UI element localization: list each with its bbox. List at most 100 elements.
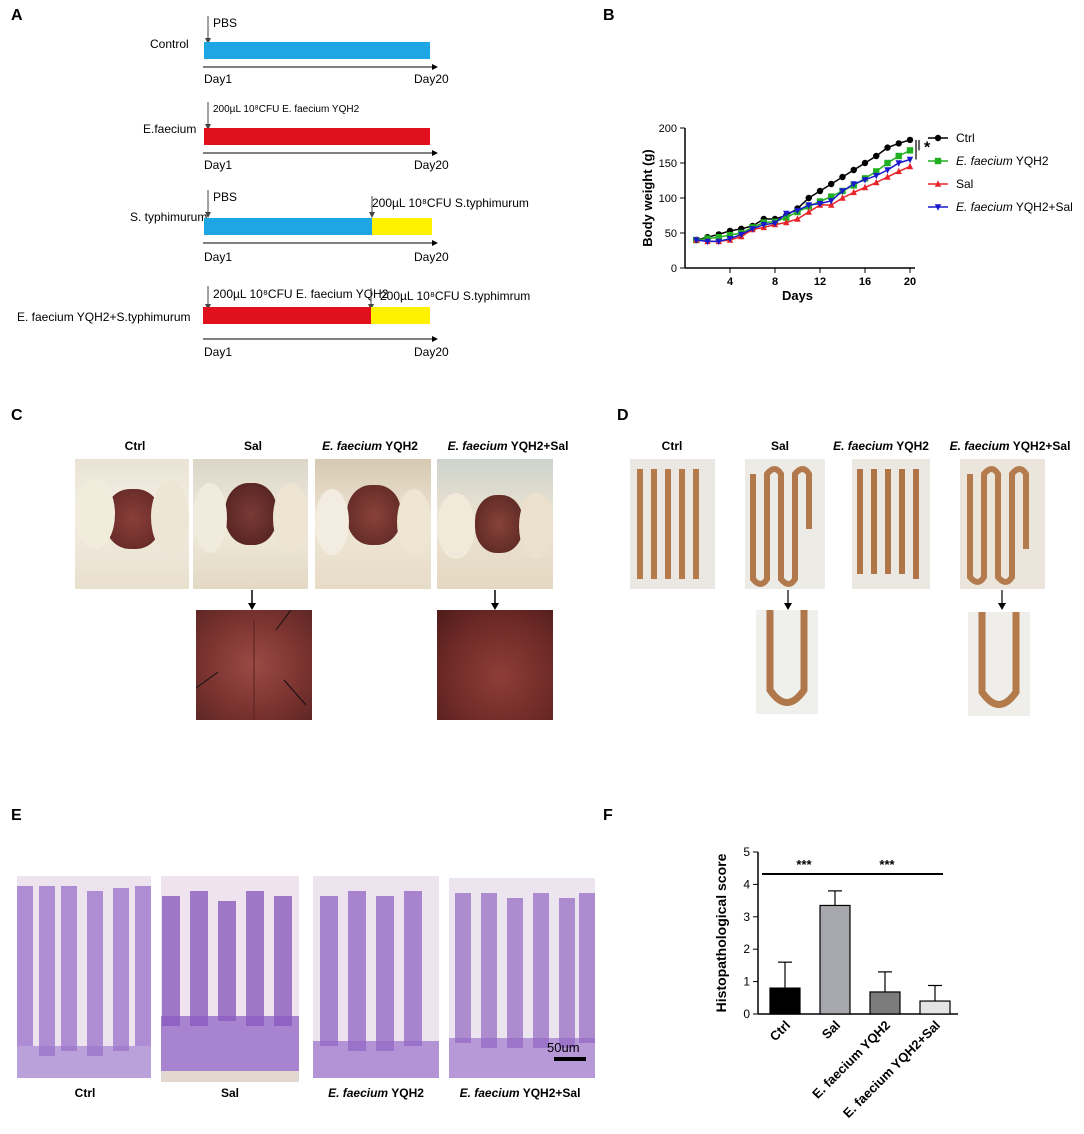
day-end-label: Day20 [414, 72, 449, 86]
caption-efaecium: E. faecium YQH2 [328, 1086, 424, 1100]
y-tick-label: 0 [743, 1007, 750, 1021]
data-point [873, 172, 880, 180]
arrow-down-icon [205, 16, 211, 44]
data-point [816, 187, 824, 195]
annotation-salmonella-dose: 200µL 10⁸CFU S.typhimrum [380, 289, 531, 303]
data-point [715, 234, 722, 241]
data-point [884, 159, 891, 167]
group-label-control: Control [150, 37, 189, 51]
caption-efaecium: E. faecium YQH2 [833, 439, 929, 453]
data-point [850, 181, 857, 188]
histology-image-ctrl [17, 876, 151, 1078]
x-tick-label: 16 [859, 276, 871, 288]
day-start-label: Day1 [204, 345, 233, 359]
data-point [861, 183, 869, 191]
histology-image-sal [161, 876, 299, 1082]
panel-label-e: E [11, 807, 22, 824]
arrow-down-icon [248, 590, 256, 610]
bar [919, 1000, 951, 1015]
y-tick-label: 3 [743, 910, 750, 924]
legend-label: Sal [956, 177, 973, 191]
intestine-photo-combo [960, 459, 1045, 589]
arrow-down-icon [784, 590, 792, 610]
timeline-axis [203, 150, 438, 156]
caption-efaecium: E. faecium YQH2 [322, 439, 418, 453]
group-label-combo: E. faecium YQH2+S.typhimurum [17, 310, 191, 324]
annotation-efaecium-dose: 200µL 10⁸CFU E. faecium YQH2 [213, 104, 360, 115]
intestine-detail-combo [968, 612, 1030, 716]
legend-marker [934, 134, 942, 142]
arrow-down-icon [205, 190, 211, 218]
caption-combo: E. faecium YQH2+Sal [447, 439, 569, 453]
significance-marker: * [924, 140, 931, 157]
histology-image-efaecium [313, 876, 439, 1078]
scale-bar-label: 50um [547, 1040, 580, 1055]
data-point [805, 202, 812, 209]
annotation-efaecium-dose: 200µL 10⁸CFU E. faecium YQH2 [213, 287, 389, 301]
chicken-photo-combo [437, 459, 553, 589]
panel-label-c: C [11, 407, 23, 424]
data-point [873, 168, 880, 175]
data-point [839, 173, 846, 181]
data-point [884, 167, 891, 174]
caption-combo: E. faecium YQH2+Sal [459, 1086, 581, 1100]
data-point [828, 180, 835, 188]
panel-label-a: A [11, 7, 23, 24]
day-start-label: Day1 [204, 158, 233, 172]
data-point [771, 220, 779, 227]
y-tick-label: 150 [659, 158, 677, 170]
legend-marker [934, 157, 942, 165]
caption-ctrl: Ctrl [74, 1086, 96, 1100]
data-point [783, 218, 790, 226]
day-start-label: Day1 [204, 250, 233, 264]
data-point [895, 152, 902, 160]
data-point [850, 188, 857, 196]
bar [869, 991, 901, 1015]
data-point [861, 159, 869, 167]
y-tick-label: 2 [743, 942, 750, 956]
data-point [749, 226, 756, 233]
x-tick-label: 20 [904, 276, 916, 288]
legend-label: E. faecium YQH2+Sal [956, 200, 1073, 214]
caption-sal: Sal [220, 1086, 239, 1100]
y-tick-label: 4 [743, 877, 750, 891]
data-point [895, 167, 902, 175]
caption-combo: E. faecium YQH2+Sal [949, 439, 1071, 453]
caption-ctrl: Ctrl [661, 439, 683, 453]
timeline-axis [203, 64, 438, 70]
timeline-axis [203, 240, 438, 246]
chicken-photo-sal [193, 459, 308, 589]
y-tick-label: 1 [743, 975, 750, 989]
legend-label: E. faecium YQH2 [956, 154, 1049, 168]
data-point [895, 140, 902, 147]
pbs-bar [204, 42, 430, 59]
salmonella-bar [371, 307, 430, 324]
data-point [873, 178, 880, 186]
arrow-down-icon [205, 102, 211, 130]
data-point [693, 237, 700, 244]
data-point [715, 238, 722, 246]
y-tick-label: 5 [743, 845, 750, 859]
data-point [906, 156, 914, 164]
x-axis-label: Days [782, 288, 813, 303]
data-point [805, 208, 812, 215]
data-point [906, 147, 914, 154]
body-weight-chart: 0 50 100 150 200 4 8 12 16 20 Days Body weight (g) *… [640, 123, 1073, 303]
histology-image-combo [449, 878, 595, 1078]
data-point [726, 231, 734, 239]
data-point [873, 152, 880, 160]
data-point [794, 215, 801, 222]
legend-marker [934, 180, 942, 187]
data-point [861, 177, 869, 184]
data-point [726, 235, 734, 243]
caption-sal: Sal [243, 439, 262, 453]
caption-ctrl: Ctrl [124, 439, 146, 453]
significance-marker: *** [879, 857, 895, 872]
timeline-axis [203, 336, 438, 342]
efaecium-bar [203, 307, 371, 324]
x-tick-label: 4 [727, 276, 734, 288]
day-start-label: Day1 [204, 72, 233, 86]
significance-marker: *** [796, 857, 812, 872]
panel-label-f: F [603, 807, 613, 824]
